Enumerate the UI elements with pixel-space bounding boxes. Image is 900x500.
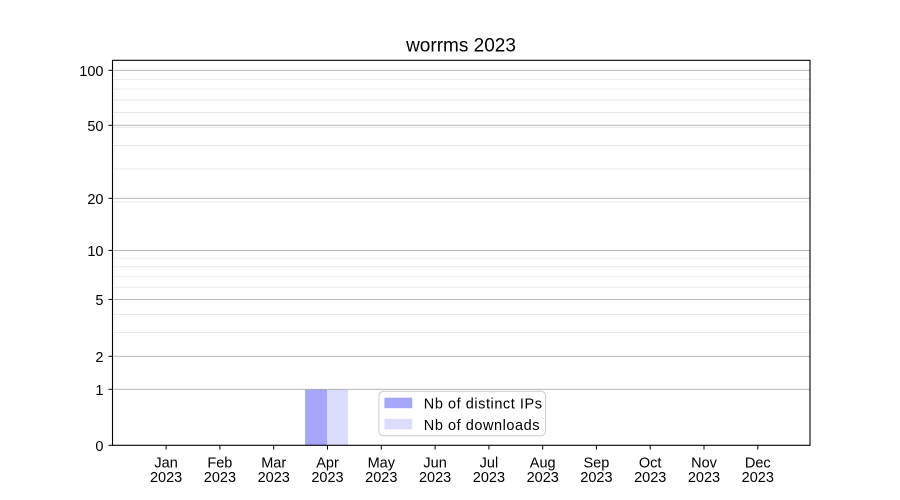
svg-text:2023: 2023 bbox=[365, 470, 397, 486]
svg-text:Dec: Dec bbox=[745, 456, 771, 472]
svg-text:Sep: Sep bbox=[583, 456, 609, 472]
svg-text:2023: 2023 bbox=[527, 470, 559, 486]
svg-text:2023: 2023 bbox=[311, 470, 343, 486]
svg-text:100: 100 bbox=[79, 64, 103, 80]
svg-text:Jul: Jul bbox=[480, 456, 499, 472]
svg-text:Apr: Apr bbox=[316, 456, 339, 472]
svg-text:1: 1 bbox=[95, 383, 103, 399]
svg-text:50: 50 bbox=[87, 119, 103, 135]
svg-text:2: 2 bbox=[95, 350, 103, 366]
svg-text:worrms 2023: worrms 2023 bbox=[405, 36, 516, 57]
svg-text:2023: 2023 bbox=[204, 470, 236, 486]
svg-text:2023: 2023 bbox=[150, 470, 182, 486]
svg-text:20: 20 bbox=[87, 192, 103, 208]
svg-text:Aug: Aug bbox=[530, 456, 556, 472]
svg-text:Jun: Jun bbox=[423, 456, 446, 472]
svg-text:Jan: Jan bbox=[154, 456, 177, 472]
svg-text:2023: 2023 bbox=[742, 470, 774, 486]
svg-text:2023: 2023 bbox=[580, 470, 612, 486]
svg-text:Nov: Nov bbox=[691, 456, 718, 472]
svg-text:10: 10 bbox=[87, 244, 103, 260]
svg-text:Nb of distinct IPs: Nb of distinct IPs bbox=[424, 397, 543, 413]
svg-text:5: 5 bbox=[95, 293, 103, 309]
svg-text:May: May bbox=[368, 456, 396, 472]
svg-text:2023: 2023 bbox=[419, 470, 451, 486]
svg-text:2023: 2023 bbox=[634, 470, 666, 486]
svg-text:Feb: Feb bbox=[207, 456, 232, 472]
svg-text:Nb of downloads: Nb of downloads bbox=[424, 418, 540, 434]
svg-text:2023: 2023 bbox=[473, 470, 505, 486]
svg-text:2023: 2023 bbox=[258, 470, 290, 486]
svg-text:0: 0 bbox=[95, 439, 103, 455]
svg-text:2023: 2023 bbox=[688, 470, 720, 486]
svg-text:Mar: Mar bbox=[261, 456, 286, 472]
svg-text:Oct: Oct bbox=[639, 456, 662, 472]
